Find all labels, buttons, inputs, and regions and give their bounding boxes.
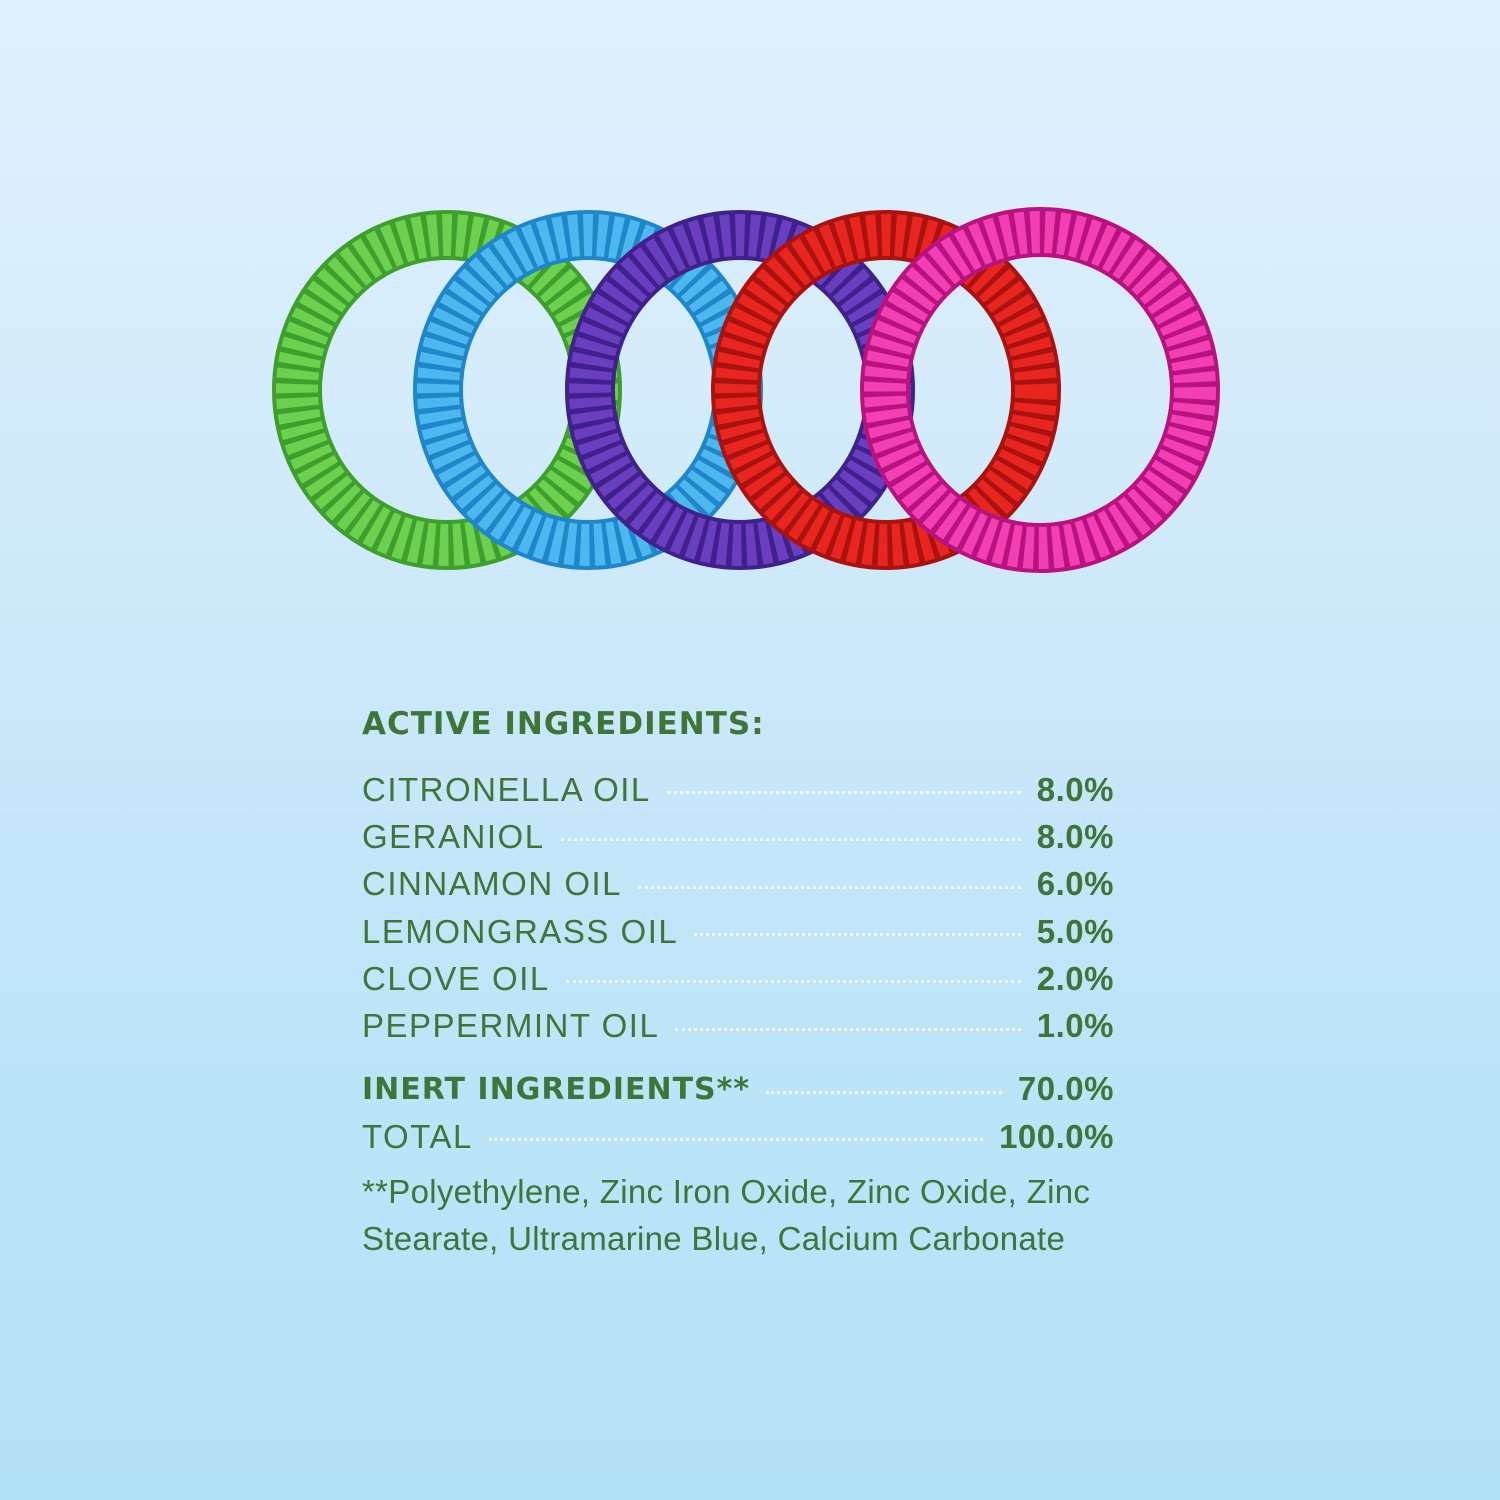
ingredient-row: GERANIOL 8.0% [362, 813, 1114, 860]
ingredient-row: PEPPERMINT OIL 1.0% [362, 1002, 1114, 1049]
ingredient-percent: 5.0% [1036, 912, 1114, 950]
bracelet-pink [860, 207, 1220, 573]
active-ingredients-heading: ACTIVE INGREDIENTS: [362, 706, 765, 742]
inert-ingredients-percent: 70.0% [1017, 1070, 1114, 1108]
dot-leader [638, 885, 1021, 889]
ingredient-percent: 2.0% [1036, 959, 1114, 997]
total-row: TOTAL 100.0% [362, 1113, 1114, 1160]
inert-ingredients-row: INERT INGREDIENTS** 70.0% [362, 1066, 1114, 1113]
dot-leader [560, 838, 1021, 842]
dot-leader [666, 791, 1021, 795]
ingredient-name: PEPPERMINT OIL [362, 1007, 660, 1045]
ingredient-name: CINNAMON OIL [362, 865, 623, 903]
ingredient-name: CITRONELLA OIL [362, 770, 651, 808]
ingredient-percent: 6.0% [1036, 865, 1114, 903]
inert-ingredients-label: INERT INGREDIENTS** [362, 1071, 751, 1107]
dot-leader [694, 933, 1021, 937]
ingredient-percent: 8.0% [1036, 817, 1114, 855]
ingredient-row: CITRONELLA OIL 8.0% [362, 766, 1114, 813]
ingredient-row: CLOVE OIL 2.0% [362, 955, 1114, 1002]
ingredients-label: ACTIVE INGREDIENTS: CITRONELLA OIL 8.0% … [362, 700, 1114, 1262]
dot-leader [488, 1138, 984, 1142]
ingredient-row: CINNAMON OIL 6.0% [362, 861, 1114, 908]
ingredient-percent: 8.0% [1036, 770, 1114, 808]
dot-leader [675, 1027, 1021, 1031]
bracelet-red [711, 210, 1061, 570]
total-label: TOTAL [362, 1117, 473, 1155]
ingredient-name: GERANIOL [362, 817, 545, 855]
dot-leader [766, 1090, 1002, 1094]
ingredient-percent: 1.0% [1036, 1007, 1114, 1045]
ingredient-name: LEMONGRASS OIL [362, 912, 679, 950]
bracelets-image [272, 207, 1220, 573]
ingredient-row: LEMONGRASS OIL 5.0% [362, 908, 1114, 955]
ingredient-name: CLOVE OIL [362, 959, 550, 997]
total-percent: 100.0% [999, 1117, 1114, 1155]
dot-leader [565, 980, 1021, 984]
inert-footnote: **Polyethylene, Zinc Iron Oxide, Zinc Ox… [362, 1173, 1091, 1258]
